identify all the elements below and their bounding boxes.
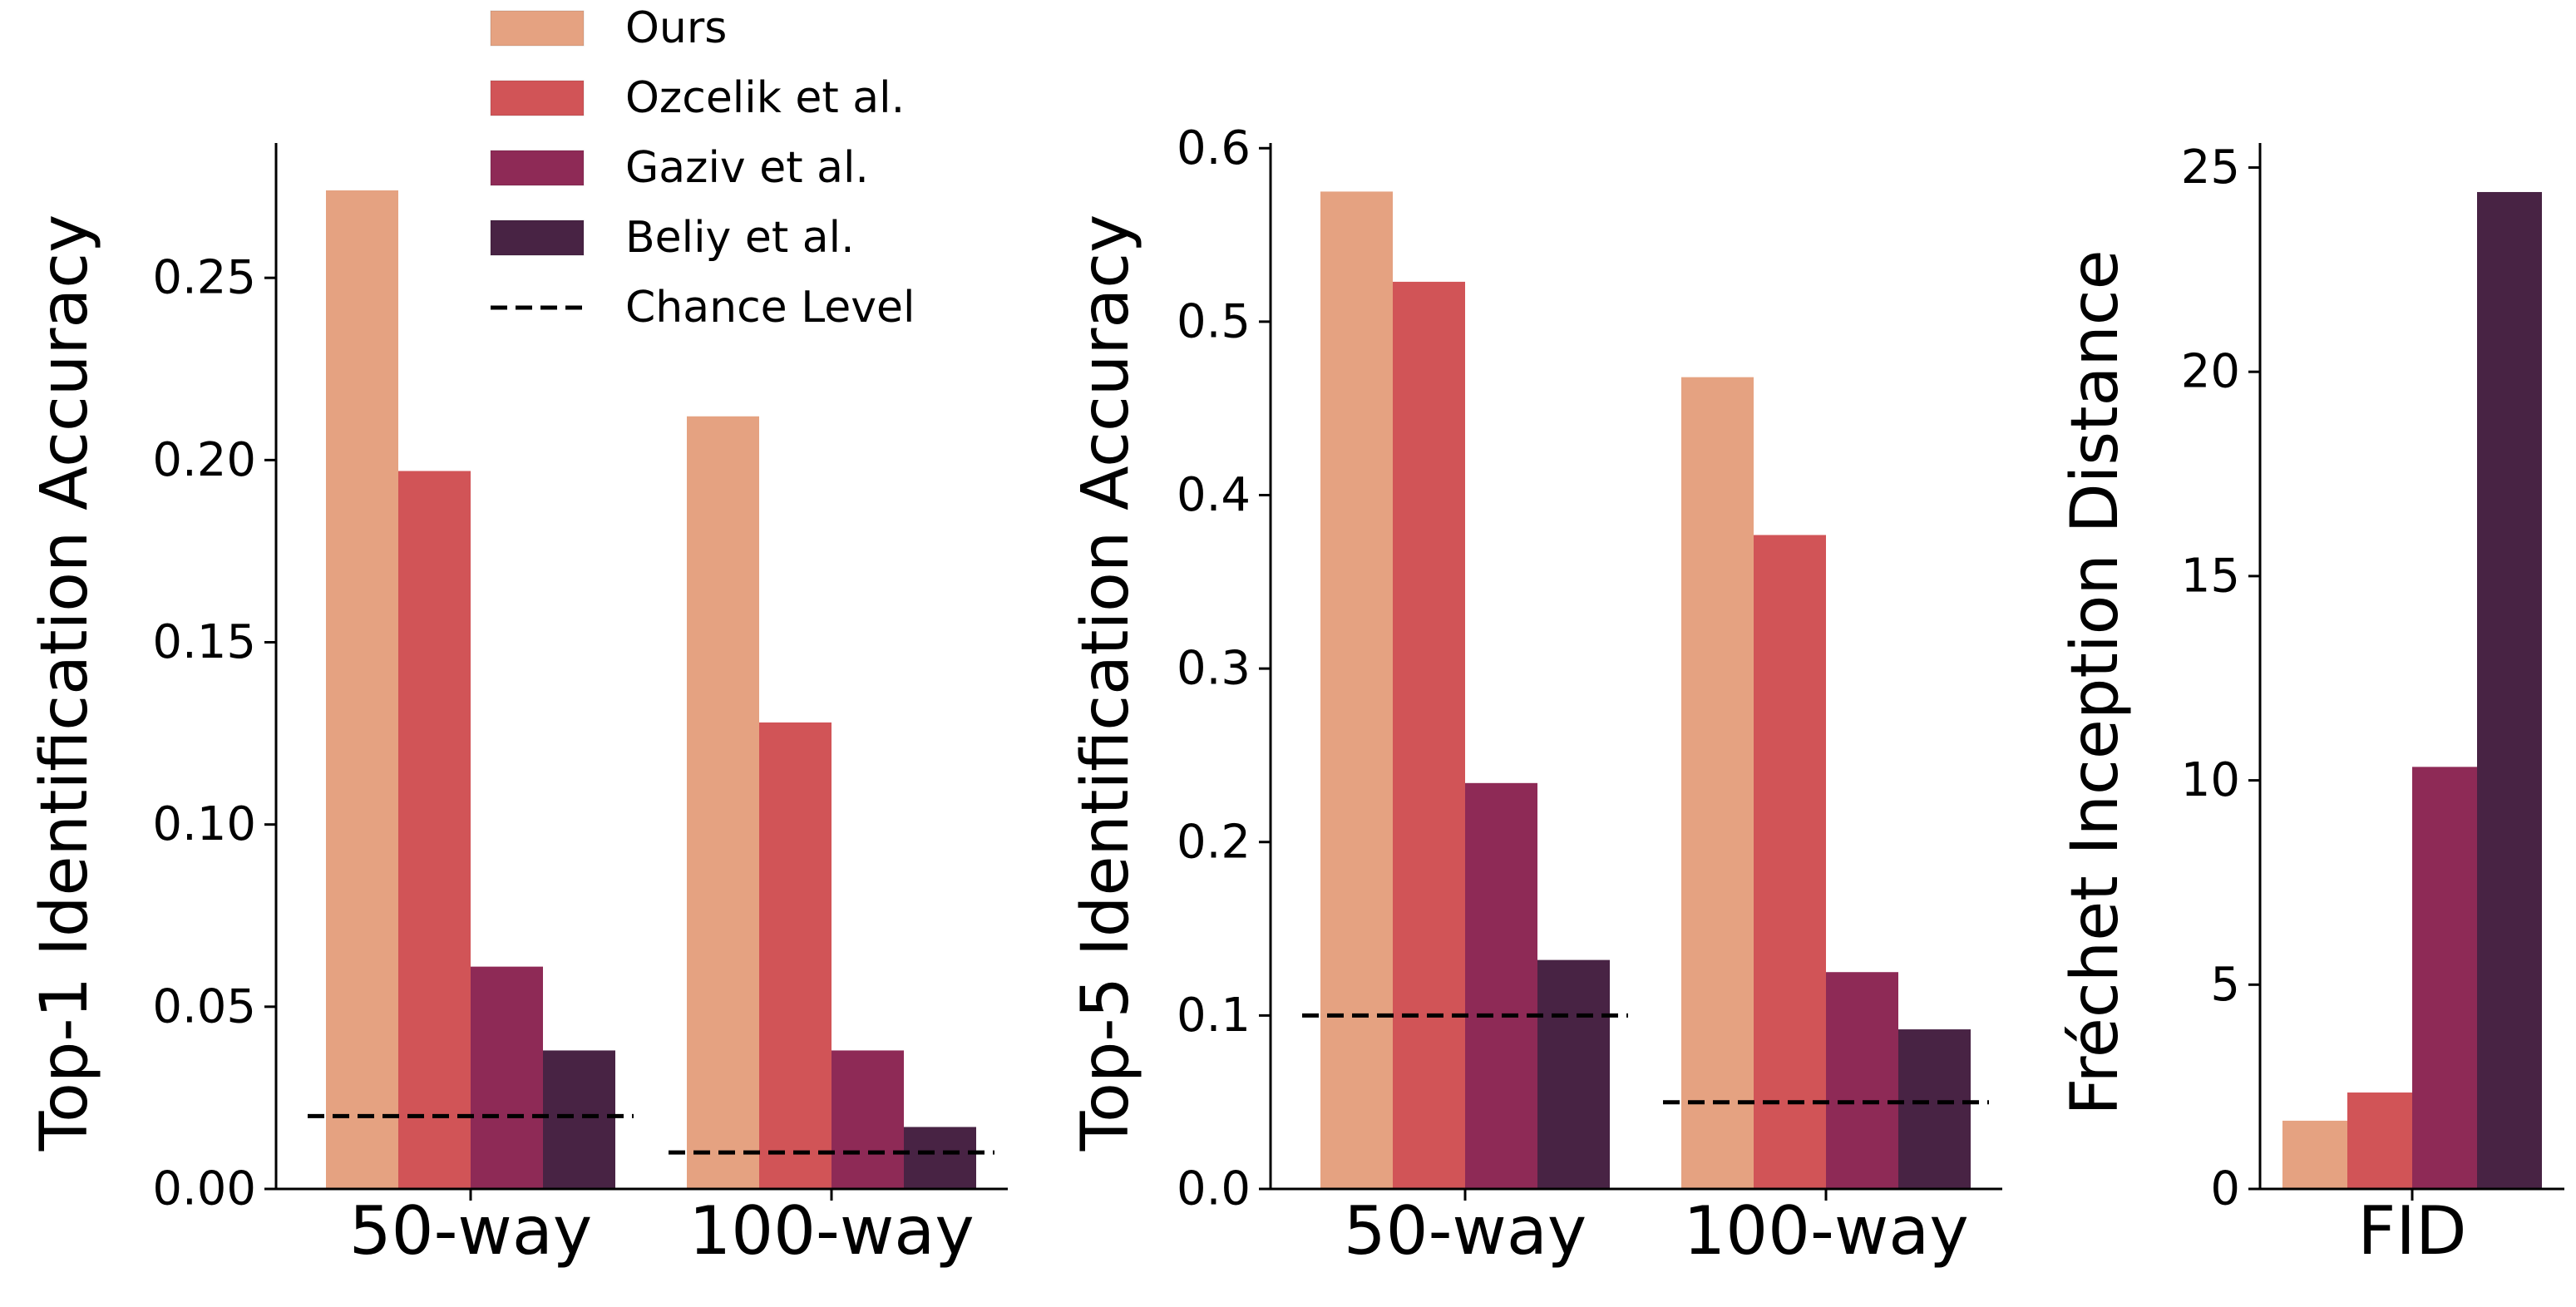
bar-gaziv-et-al--fid bbox=[2412, 767, 2477, 1189]
bar-ours-50-way bbox=[326, 190, 398, 1190]
x-tick-label: 100-way bbox=[688, 1192, 974, 1270]
y-tick-label: 10 bbox=[2181, 753, 2240, 807]
legend-swatch-ours bbox=[490, 10, 585, 47]
bar-ozcelik-et-al--50-way bbox=[398, 471, 471, 1189]
bar-gaziv-et-al--50-way bbox=[471, 966, 543, 1189]
y-tick-label: 0.00 bbox=[152, 1162, 256, 1216]
y-tick-label: 0.2 bbox=[1177, 815, 1251, 869]
y-axis-label: Fréchet Inception Distance bbox=[2058, 249, 2133, 1115]
y-axis-label: Top-5 Identification Accuracy bbox=[1068, 215, 1143, 1152]
y-tick-label: 0.4 bbox=[1177, 468, 1251, 522]
bar-ozcelik-et-al--50-way bbox=[1393, 281, 1465, 1190]
legend-swatch-gaziv-et-al- bbox=[490, 150, 585, 186]
bar-ours-100-way bbox=[1681, 377, 1754, 1189]
legend-swatch-beliy-et-al- bbox=[490, 219, 585, 256]
legend-label-gaziv-et-al-: Gaziv et al. bbox=[625, 143, 869, 193]
bar-beliy-et-al--100-way bbox=[904, 1127, 976, 1189]
legend: Ours Ozcelik et al. Gaziv et al. Beliy et a… bbox=[490, 3, 915, 333]
y-tick-label: 15 bbox=[2181, 549, 2240, 603]
chart-panel-2: 0.0 0.1 0.2 0.3 0.4 0.5 0.6 50-way 100-way Top-5 … bbox=[1068, 121, 2002, 1270]
y-tick-label: 0.10 bbox=[152, 797, 256, 851]
y-tick-label: 0.0 bbox=[1177, 1162, 1251, 1216]
y-tick-label: 0.3 bbox=[1177, 642, 1251, 696]
bar-beliy-et-al--50-way bbox=[1537, 959, 1610, 1189]
y-tick-label: 0.20 bbox=[152, 433, 256, 487]
y-tick-label: 20 bbox=[2181, 345, 2240, 399]
y-tick-label: 25 bbox=[2181, 141, 2240, 195]
y-tick-label: 0 bbox=[2210, 1162, 2240, 1216]
bar-gaziv-et-al--50-way bbox=[1465, 782, 1537, 1189]
bar-ours-100-way bbox=[687, 416, 759, 1190]
legend-swatch-ozcelik-et-al- bbox=[490, 80, 585, 116]
y-tick-label: 0.15 bbox=[152, 615, 256, 669]
legend-label-ours: Ours bbox=[625, 3, 727, 53]
bar-beliy-et-al--50-way bbox=[543, 1050, 615, 1189]
bar-beliy-et-al--fid bbox=[2477, 191, 2542, 1189]
x-tick-label: 50-way bbox=[1344, 1192, 1587, 1270]
y-tick-label: 0.25 bbox=[152, 251, 256, 305]
bar-ozcelik-et-al--fid bbox=[2347, 1092, 2412, 1189]
chart-panel-1: 0.00 0.05 0.10 0.15 0.20 0.25 50-way 100-way Top… bbox=[27, 143, 1008, 1270]
x-tick-label: 50-way bbox=[349, 1192, 592, 1270]
y-tick-label: 0.05 bbox=[152, 979, 256, 1033]
y-tick-label: 0.5 bbox=[1177, 294, 1251, 348]
bar-ozcelik-et-al--100-way bbox=[1754, 535, 1826, 1189]
legend-label-beliy-et-al-: Beliy et al. bbox=[625, 213, 855, 263]
legend-label-chance-level: Chance Level bbox=[625, 283, 915, 333]
x-tick-label: FID bbox=[2357, 1192, 2466, 1270]
y-axis-label: Top-1 Identification Accuracy bbox=[27, 215, 102, 1152]
bar-beliy-et-al--100-way bbox=[1898, 1029, 1971, 1189]
y-tick-label: 0.1 bbox=[1177, 989, 1251, 1043]
legend-label-ozcelik-et-al-: Ozcelik et al. bbox=[625, 73, 905, 123]
chart-panel-3: 0 5 10 15 20 25 FID Fréchet Inception Distance bbox=[2058, 141, 2564, 1270]
bar-ours-50-way bbox=[1320, 191, 1393, 1190]
y-tick-label: 5 bbox=[2210, 958, 2240, 1012]
bar-ours-fid bbox=[2282, 1120, 2347, 1189]
bar-ozcelik-et-al--100-way bbox=[759, 722, 832, 1189]
y-tick-label: 0.6 bbox=[1177, 121, 1251, 175]
bar-gaziv-et-al--100-way bbox=[1826, 972, 1898, 1189]
x-tick-label: 100-way bbox=[1683, 1192, 1968, 1270]
bar-gaziv-et-al--100-way bbox=[832, 1050, 904, 1189]
